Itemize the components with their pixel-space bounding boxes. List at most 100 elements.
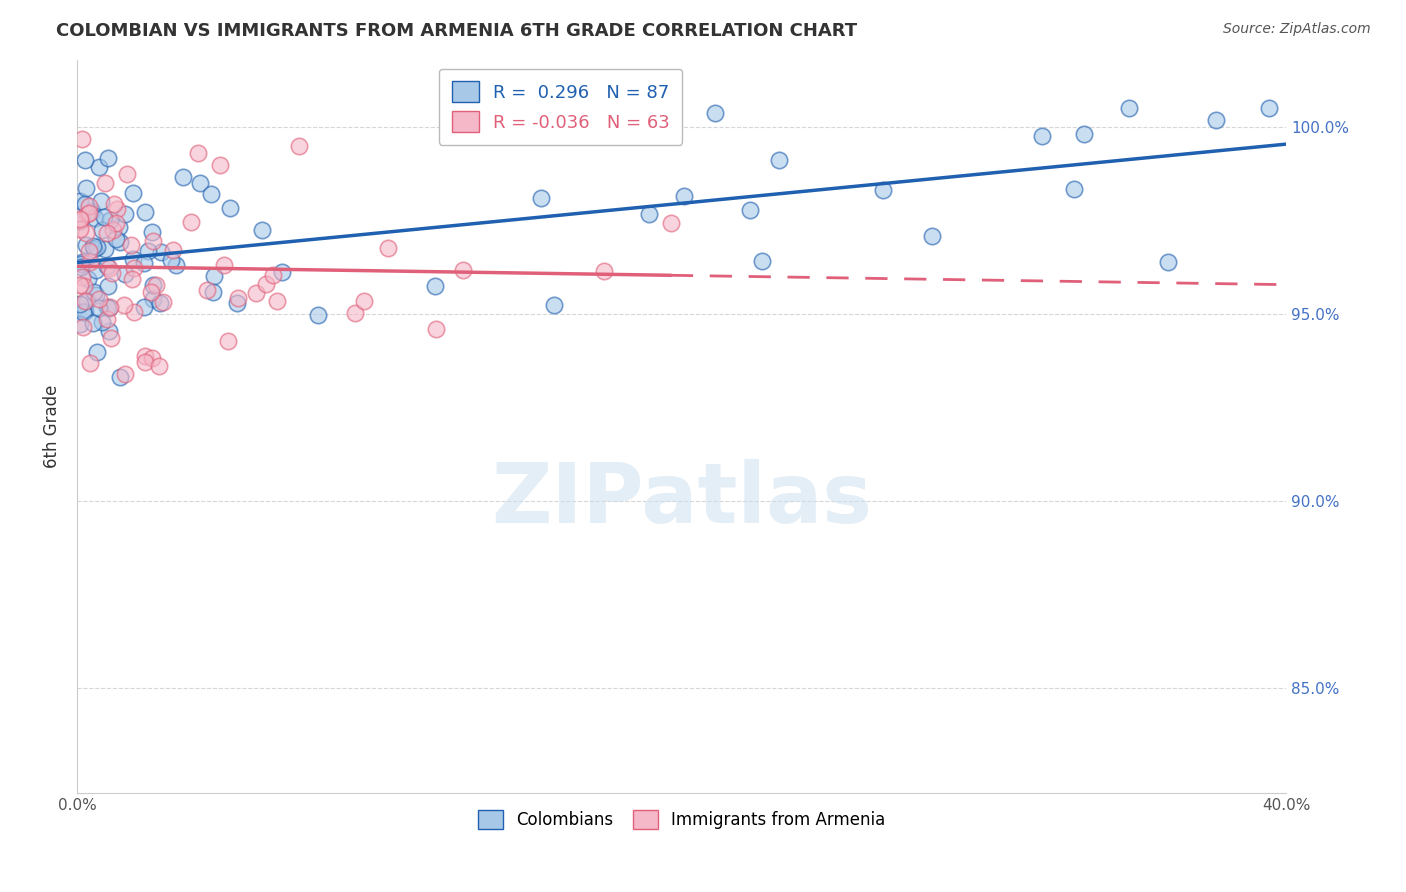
Point (212, 259, 235, 273)
Point (100, 301, 122, 315)
Point (72, 305, 94, 319)
Point (425, 322, 447, 336)
Point (73, 294, 96, 309)
Text: Source: ZipAtlas.com: Source: ZipAtlas.com (1223, 22, 1371, 37)
Point (152, 295, 174, 310)
Point (73, 153, 96, 168)
Point (70, 257, 93, 271)
Point (659, 216, 682, 230)
Point (134, 355, 156, 369)
Point (217, 334, 239, 349)
Point (132, 300, 155, 314)
Point (84, 211, 107, 226)
Point (134, 350, 156, 364)
Point (69, 317, 91, 331)
Point (202, 268, 225, 283)
Point (114, 267, 136, 281)
Point (226, 295, 249, 310)
Point (262, 268, 284, 283)
Point (208, 158, 231, 172)
Point (72, 319, 94, 334)
Point (142, 292, 165, 306)
Point (96, 301, 118, 315)
Point (120, 237, 142, 252)
Point (70, 270, 93, 285)
Point (122, 186, 145, 200)
Point (139, 285, 162, 299)
Point (82, 316, 104, 330)
Point (162, 243, 184, 257)
Point (86, 239, 108, 253)
Point (87, 293, 110, 307)
Point (266, 293, 288, 308)
Point (70, 131, 93, 145)
Point (86, 345, 108, 359)
Point (1063, 182, 1085, 196)
Point (122, 305, 145, 319)
Point (87, 301, 110, 316)
Point (98, 324, 121, 338)
Point (172, 169, 194, 184)
Point (121, 272, 143, 286)
Point (187, 146, 209, 161)
Point (150, 245, 173, 260)
Point (83, 285, 105, 299)
Point (200, 187, 222, 202)
Point (134, 256, 156, 270)
Point (103, 197, 125, 211)
Point (69, 221, 91, 235)
Point (219, 201, 242, 215)
Point (114, 367, 136, 381)
Point (96, 226, 118, 240)
Point (69, 194, 91, 208)
Point (254, 277, 277, 291)
Point (921, 228, 943, 243)
Point (768, 153, 790, 168)
Text: ZIPatlas: ZIPatlas (491, 458, 872, 540)
Point (1073, 127, 1095, 141)
Point (100, 331, 122, 345)
Point (93, 211, 115, 225)
Point (91, 315, 114, 329)
Point (423, 279, 446, 293)
Point (543, 297, 565, 311)
Point (201, 285, 224, 299)
Point (69, 277, 91, 292)
Point (1157, 255, 1180, 269)
Point (141, 351, 163, 366)
Point (98, 213, 121, 227)
Point (76, 272, 98, 286)
Point (142, 234, 165, 248)
Point (136, 244, 159, 258)
Point (115, 167, 138, 181)
Point (673, 189, 696, 203)
Point (84, 263, 107, 277)
Point (1258, 101, 1281, 115)
Point (108, 235, 131, 249)
Point (353, 293, 375, 308)
Point (69, 213, 91, 227)
Point (79, 356, 101, 370)
Point (112, 298, 135, 312)
Point (75, 226, 97, 240)
Point (73, 197, 96, 211)
Point (149, 296, 172, 310)
Point (148, 359, 170, 373)
Point (1118, 101, 1140, 115)
Point (84, 288, 107, 302)
Point (82, 239, 104, 253)
Point (195, 284, 218, 298)
Point (97, 151, 120, 165)
Point (105, 202, 128, 216)
Text: COLOMBIAN VS IMMIGRANTS FROM ARMENIA 6TH GRADE CORRELATION CHART: COLOMBIAN VS IMMIGRANTS FROM ARMENIA 6TH… (56, 22, 858, 40)
Point (740, 202, 762, 217)
Point (77, 244, 100, 258)
Point (226, 291, 249, 305)
Point (98, 260, 121, 275)
Point (70, 255, 93, 269)
Point (122, 252, 145, 266)
Point (97, 301, 120, 316)
Point (79, 198, 101, 212)
Point (69, 260, 91, 274)
Point (108, 369, 131, 384)
